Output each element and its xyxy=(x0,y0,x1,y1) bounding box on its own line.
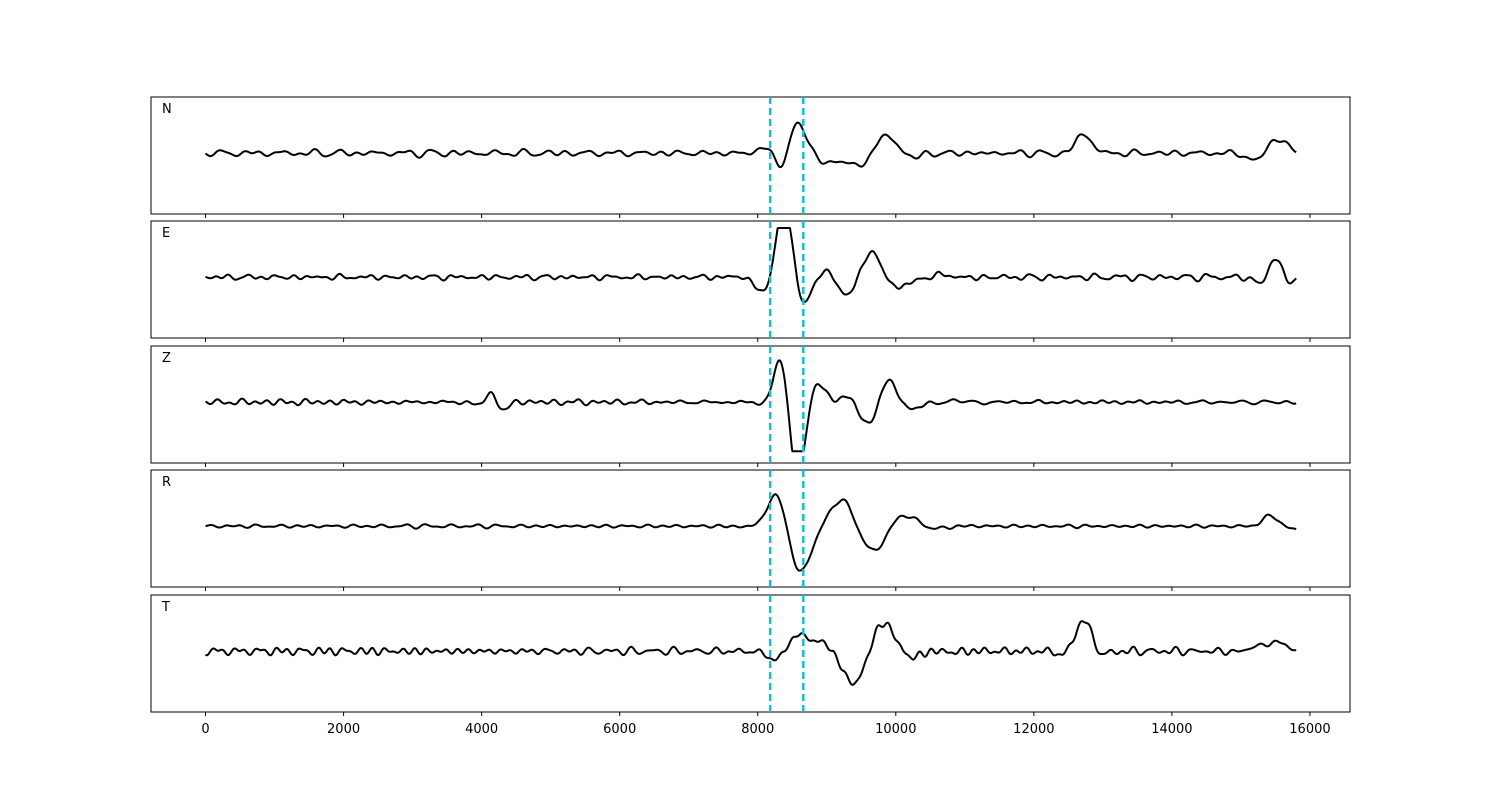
panel-label: N xyxy=(162,102,172,117)
panels-group: N E Z R T xyxy=(150,96,1351,716)
x-tick-label: 16000 xyxy=(1289,722,1330,737)
panel-z: Z xyxy=(150,345,1351,467)
panel-label: Z xyxy=(162,351,171,366)
x-tick-label: 4000 xyxy=(465,722,498,737)
panel-frame xyxy=(150,594,1351,713)
x-tick-label: 10000 xyxy=(875,722,916,737)
panel-frame xyxy=(150,96,1351,215)
panel-n: N xyxy=(150,96,1351,218)
panel-label: E xyxy=(162,226,170,241)
x-tick-label: 14000 xyxy=(1151,722,1192,737)
panel-t: T xyxy=(150,594,1351,716)
x-tick-label: 2000 xyxy=(327,722,360,737)
x-tick-label: 6000 xyxy=(603,722,636,737)
trace-line-e xyxy=(205,227,1297,303)
x-axis: 0 2000 4000 6000 8000 10000 12000 14000 16000 xyxy=(201,722,1330,737)
panel-frame xyxy=(150,345,1351,464)
trace-line-z xyxy=(205,359,1297,453)
trace-line-r xyxy=(205,493,1297,572)
x-tick-label: 8000 xyxy=(741,722,774,737)
panel-label: R xyxy=(162,475,171,490)
panel-frame xyxy=(150,469,1351,588)
panel-label: T xyxy=(161,600,170,615)
x-tick-label: 0 xyxy=(201,722,209,737)
panel-frame xyxy=(150,220,1351,339)
panel-e: E xyxy=(150,220,1351,342)
trace-line-t xyxy=(204,620,1297,686)
panel-r: R xyxy=(150,469,1351,591)
x-tick-label: 12000 xyxy=(1013,722,1054,737)
trace-line-n xyxy=(204,121,1297,169)
